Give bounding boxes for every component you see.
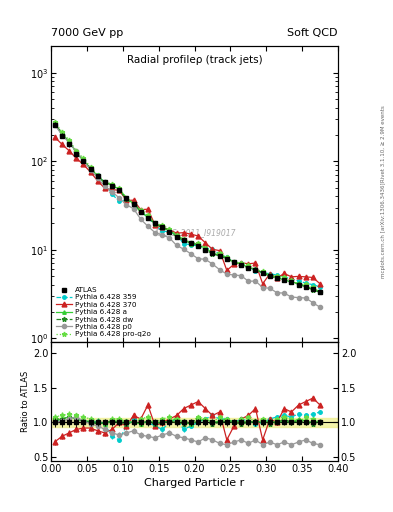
Text: mcplots.cern.ch [arXiv:1306.3436]: mcplots.cern.ch [arXiv:1306.3436] [381, 183, 386, 278]
Text: ATLAS_2011_I919017: ATLAS_2011_I919017 [153, 228, 236, 237]
Y-axis label: Ratio to ATLAS: Ratio to ATLAS [21, 371, 30, 432]
Text: Radial profileρ (track jets): Radial profileρ (track jets) [127, 55, 263, 65]
Legend: ATLAS, Pythia 6.428 359, Pythia 6.428 370, Pythia 6.428 a, Pythia 6.428 dw, Pyth: ATLAS, Pythia 6.428 359, Pythia 6.428 37… [55, 286, 152, 339]
Text: Soft QCD: Soft QCD [288, 28, 338, 38]
Text: Rivet 3.1.10, ≥ 2.9M events: Rivet 3.1.10, ≥ 2.9M events [381, 105, 386, 182]
Bar [51, 418, 338, 426]
X-axis label: Charged Particle r: Charged Particle r [144, 478, 245, 488]
Text: 7000 GeV pp: 7000 GeV pp [51, 28, 123, 38]
